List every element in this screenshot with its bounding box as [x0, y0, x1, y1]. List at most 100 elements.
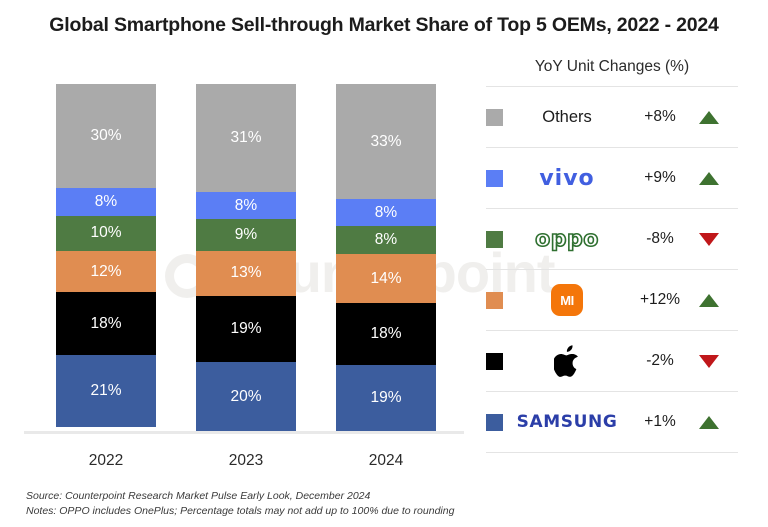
legend-trend-up-icon-vivo [689, 171, 729, 185]
triangle-up-icon [699, 415, 719, 429]
page-title: Global Smartphone Sell-through Market Sh… [49, 14, 719, 36]
legend-row-oppo[interactable]: oppo -8% [478, 209, 746, 269]
x-axis-label-2024: 2024 [368, 452, 404, 469]
bar-segment-label: 21% [90, 382, 122, 400]
legend-yoy-change-vivo: +9% [644, 169, 676, 186]
triangle-up-icon [699, 110, 719, 124]
legend-swatch-oppo [486, 230, 503, 248]
bar-segment-xiaomi-2024[interactable]: 14% [336, 254, 436, 303]
bar-segment-label: 30% [90, 127, 122, 145]
legend-brand-oppo: oppo [503, 222, 631, 256]
x-axis-label-2023: 2023 [228, 452, 264, 469]
bar-segment-others-2022[interactable]: 30% [56, 84, 156, 189]
legend-divider [486, 208, 738, 209]
bar-segment-label: 19% [230, 319, 262, 337]
bar-segment-label: 12% [90, 262, 122, 280]
bar-segment-samsung-2022[interactable]: 21% [56, 354, 156, 428]
bar-segment-apple-2023[interactable]: 19% [196, 295, 296, 362]
bar-segment-oppo-2022[interactable]: 10% [56, 215, 156, 251]
bar-segment-label: 20% [230, 387, 262, 405]
bar-segment-label: 18% [370, 325, 402, 343]
bar-segment-others-2024[interactable]: 33% [336, 84, 436, 199]
legend-swatch-apple [486, 352, 503, 370]
legend-yoy-change-others: +8% [644, 108, 676, 125]
bar-segment-apple-2022[interactable]: 18% [56, 292, 156, 355]
bar-segment-label: 8% [94, 193, 118, 211]
legend-trend-down-icon-apple [689, 354, 729, 368]
apple-logo [553, 344, 581, 378]
legend-panel: YoY Unit Changes (%) Others +8% vivo +9% opp… [478, 58, 746, 453]
legend-divider [486, 330, 738, 331]
legend-divider [486, 86, 738, 87]
bar-segment-samsung-2023[interactable]: 20% [196, 361, 296, 431]
bar-segment-label: 9% [234, 226, 258, 244]
legend-divider [486, 269, 738, 270]
legend-yoy-change-apple: -2% [646, 352, 674, 369]
legend-brand-apple [503, 344, 631, 378]
bar-segment-label: 19% [370, 389, 402, 407]
triangle-up-icon [699, 171, 719, 185]
brand-label-others: Others [542, 107, 592, 126]
x-axis-line [24, 431, 464, 434]
legend-swatch-xiaomi [486, 291, 503, 309]
xiaomi-logo: MI [551, 284, 583, 316]
legend-row-vivo[interactable]: vivo +9% [478, 148, 746, 208]
bar-segment-xiaomi-2022[interactable]: 12% [56, 250, 156, 293]
footer-notes: Source: Counterpoint Research Market Pul… [26, 489, 454, 519]
bar-segment-label: 13% [230, 264, 262, 282]
legend-brand-samsung: SAMSUNG [503, 405, 631, 439]
legend-brand-vivo: vivo [503, 161, 631, 195]
bar-segment-oppo-2024[interactable]: 8% [336, 226, 436, 254]
legend-row-xiaomi[interactable]: MI +12% [478, 270, 746, 330]
bar-stack-2024[interactable]: 33% 8% 8% 14% 18% 19% [336, 84, 436, 431]
bar-segment-label: 18% [90, 314, 122, 332]
legend-divider [486, 391, 738, 392]
legend-brand-xiaomi: MI [503, 283, 631, 317]
bar-segment-label: 14% [370, 269, 402, 287]
bar-segment-vivo-2022[interactable]: 8% [56, 188, 156, 216]
bar-stack-2023[interactable]: 31% 8% 9% 13% 19% 20% [196, 84, 296, 431]
bar-segment-xiaomi-2023[interactable]: 13% [196, 250, 296, 296]
triangle-down-icon [699, 232, 719, 246]
bar-segment-vivo-2023[interactable]: 8% [196, 191, 296, 220]
bar-segment-label: 8% [374, 203, 398, 221]
bar-segment-label: 8% [374, 231, 398, 249]
legend-trend-up-icon-others [689, 110, 729, 124]
legend-title: YoY Unit Changes (%) [534, 58, 690, 75]
bar-segment-apple-2024[interactable]: 18% [336, 302, 436, 366]
legend-divider [486, 452, 738, 453]
stacked-bar-chart: 30% 8% 10% 12% 18% 21% 31% 8% 9% 13% 19% 20% 33% 8%… [24, 84, 464, 448]
bar-segment-label: 10% [90, 224, 122, 242]
watermark-ring-icon [165, 254, 209, 298]
legend-brand-others: Others [503, 100, 631, 134]
legend-trend-up-icon-xiaomi [689, 293, 729, 307]
footer-source: Source: Counterpoint Research Market Pul… [26, 490, 371, 502]
samsung-logo: SAMSUNG [516, 412, 618, 432]
bar-segment-others-2023[interactable]: 31% [196, 84, 296, 192]
legend-swatch-others [486, 108, 503, 126]
triangle-up-icon [699, 293, 719, 307]
vivo-logo: vivo [539, 165, 595, 191]
legend-yoy-change-oppo: -8% [646, 230, 674, 247]
footer-note: Notes: OPPO includes OnePlus; Percentage… [26, 504, 455, 517]
legend-divider [486, 147, 738, 148]
legend-row-others[interactable]: Others +8% [478, 87, 746, 147]
legend-swatch-vivo [486, 169, 503, 187]
x-axis-label-2022: 2022 [88, 452, 124, 469]
bar-segment-samsung-2024[interactable]: 19% [336, 365, 436, 431]
legend-yoy-change-xiaomi: +12% [639, 291, 681, 308]
bar-segment-oppo-2023[interactable]: 9% [196, 219, 296, 251]
triangle-down-icon [699, 354, 719, 368]
bar-segment-label: 8% [234, 196, 258, 214]
bar-stack-2022[interactable]: 30% 8% 10% 12% 18% 21% [56, 84, 156, 431]
legend-swatch-samsung [486, 413, 503, 431]
legend-trend-down-icon-oppo [689, 232, 729, 246]
legend-trend-up-icon-samsung [689, 415, 729, 429]
bar-segment-vivo-2024[interactable]: 8% [336, 198, 436, 227]
bar-segment-label: 33% [370, 132, 402, 150]
oppo-logo: oppo [534, 226, 599, 253]
bar-segment-label: 31% [230, 129, 262, 147]
legend-row-apple[interactable]: -2% [478, 331, 746, 391]
legend-row-samsung[interactable]: SAMSUNG +1% [478, 392, 746, 452]
legend-rows: Others +8% vivo +9% oppo -8% MI +12% -2% SAMSUNG +… [478, 86, 746, 453]
